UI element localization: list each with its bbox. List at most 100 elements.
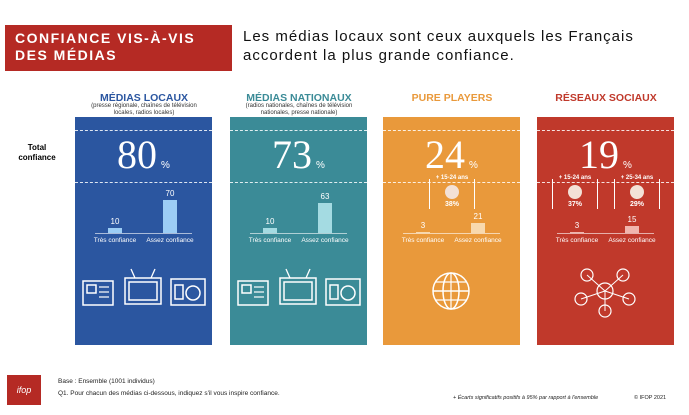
bar — [163, 200, 177, 233]
icon-dial — [174, 284, 184, 300]
icon-newspaper — [82, 280, 114, 306]
icon-node — [622, 292, 636, 306]
subgroup-value: 38% — [444, 201, 459, 208]
icon-node — [574, 292, 588, 306]
panel: 73% 10 Très confiance 63 Assez confiance — [230, 117, 367, 345]
icon-antenna — [130, 268, 136, 279]
icon-link — [586, 274, 606, 292]
icon-block — [241, 284, 252, 294]
subgroup-bubble: + 15-24 ans 38% — [429, 175, 475, 209]
percent-sign: % — [161, 160, 170, 171]
bar-value: 10 — [265, 217, 275, 227]
subgroup-label: + 25-34 ans — [620, 175, 654, 181]
panel-icon — [237, 268, 361, 306]
divider — [383, 130, 520, 131]
icon-radio — [325, 278, 361, 306]
subgroup-avatar — [445, 185, 459, 199]
divider — [75, 182, 212, 183]
header-box: CONFIANCE VIS-À-VIS DES MÉDIAS — [5, 25, 232, 71]
icon-node — [616, 268, 630, 282]
panel-title: PURE PLAYERS — [411, 92, 493, 104]
subgroup-value: 29% — [629, 201, 644, 208]
bar-value: 21 — [473, 212, 483, 222]
bar — [108, 228, 122, 233]
bar-label: Très confiance — [248, 237, 292, 244]
icon-node — [598, 304, 612, 318]
icon-antenna — [150, 268, 156, 279]
icon-node — [580, 268, 594, 282]
bar-label: Très confiance — [93, 237, 137, 244]
total-value: 24 — [425, 132, 466, 177]
divider — [230, 182, 367, 183]
panel-title: RÉSEAUX SOCIAUX — [555, 92, 657, 104]
bar-value: 15 — [627, 214, 637, 224]
divider — [75, 130, 212, 131]
subgroup-avatar — [568, 185, 582, 199]
bar — [263, 228, 277, 233]
baseline — [557, 233, 654, 234]
bar-label: Très confiance — [555, 237, 599, 244]
bar — [625, 225, 639, 233]
baseline — [95, 233, 192, 234]
footer-legend: + Écarts significatifs positifs à 95% pa… — [453, 395, 599, 401]
bar-value: 63 — [320, 192, 330, 202]
total-value: 73 — [272, 132, 313, 177]
logo: ifop — [7, 375, 41, 405]
bar-label: Très confiance — [401, 237, 445, 244]
subgroup-label: + 15-24 ans — [435, 175, 469, 181]
divider — [537, 130, 674, 131]
percent-sign: % — [316, 160, 325, 171]
icon-link — [604, 274, 624, 292]
bar — [570, 231, 584, 233]
bar-value: 70 — [165, 189, 175, 199]
panel-icon — [432, 272, 470, 310]
percent-sign: % — [469, 160, 478, 171]
bar-label: Assez confiance — [608, 237, 656, 244]
subgroup-value: 37% — [567, 201, 582, 208]
total-number: 80% — [75, 132, 212, 189]
icon-node — [596, 282, 614, 300]
icon-link — [604, 290, 630, 300]
icon-block — [86, 284, 97, 294]
total-value: 80 — [117, 132, 158, 177]
panel-note: (presse régionale, chaînes de télévision… — [91, 103, 197, 116]
bar-label: Assez confiance — [454, 237, 502, 244]
bar-value: 10 — [110, 217, 120, 227]
percent-sign: % — [623, 160, 632, 171]
panel-icon — [574, 268, 636, 318]
divider — [537, 182, 674, 183]
icon-antenna — [305, 268, 311, 279]
bar — [416, 231, 430, 233]
icon-radio — [170, 278, 206, 306]
panel-note: (radios nationales, chaînes de télévisio… — [245, 103, 353, 116]
divider — [230, 130, 367, 131]
header-title: CONFIANCE VIS-À-VIS DES MÉDIAS — [15, 30, 196, 63]
panel: 80% 10 Très confiance 70 Assez confiance — [75, 117, 212, 345]
baseline — [403, 233, 500, 234]
total-number: 73% — [230, 132, 367, 189]
icon-tv-screen — [128, 281, 158, 301]
panel-title: MÉDIAS LOCAUX — [99, 92, 189, 104]
bar — [318, 203, 332, 233]
icon-antenna — [285, 268, 291, 279]
bar-label: Assez confiance — [146, 237, 194, 244]
footer-copyright: © IFOP 2021 — [634, 395, 667, 401]
subgroup-bubble: + 15-24 ans 37% — [552, 175, 598, 209]
icon-tv-screen — [283, 281, 313, 301]
bar-value: 3 — [574, 220, 580, 230]
bar-value: 3 — [420, 220, 426, 230]
icon-link — [580, 290, 606, 300]
subgroup-avatar — [630, 185, 644, 199]
subgroup-bubble: + 25-34 ans 29% — [614, 175, 660, 209]
panel-icon — [82, 268, 206, 306]
icon-newspaper — [237, 280, 269, 306]
header-subtitle: Les médias locaux sont ceux auxquels les… — [243, 28, 634, 64]
footer-base: Base : Ensemble (1001 individus) — [58, 378, 155, 385]
footer-question: Q1. Pour chacun des médias ci-dessous, i… — [58, 390, 280, 397]
total-number: 19% — [537, 132, 674, 189]
total-value: 19 — [579, 132, 620, 177]
panel: 19% 3 Très confiance 15 Assez confiance + 15-… — [537, 117, 674, 345]
icon-tv — [279, 277, 317, 305]
row-label: Total confiance — [18, 143, 56, 162]
